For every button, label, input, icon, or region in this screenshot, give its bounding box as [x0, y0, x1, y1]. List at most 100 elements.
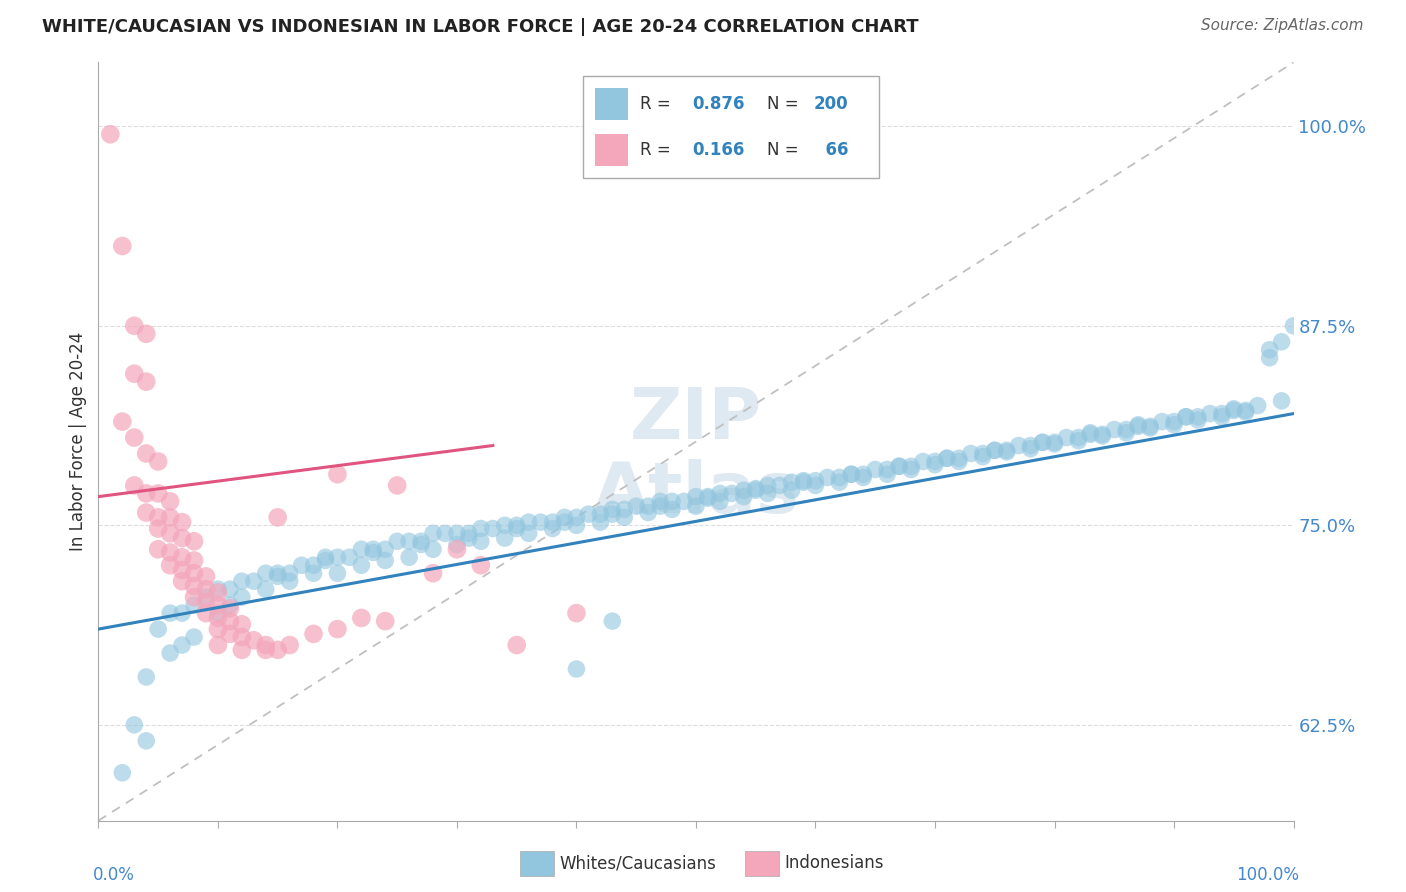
- Point: [446, 542, 468, 557]
- Point: [267, 566, 290, 581]
- Point: [1104, 423, 1126, 437]
- Point: [1223, 401, 1246, 416]
- Point: [936, 451, 959, 466]
- Point: [207, 606, 229, 620]
- Point: [135, 375, 157, 389]
- Point: [148, 454, 170, 468]
- Point: [172, 563, 194, 577]
- Point: [326, 566, 349, 581]
- Point: [924, 454, 946, 468]
- Point: [745, 483, 768, 498]
- Point: [756, 478, 779, 492]
- Point: [626, 499, 648, 513]
- FancyBboxPatch shape: [583, 76, 879, 178]
- Point: [1163, 415, 1185, 429]
- Point: [278, 566, 301, 581]
- Point: [1067, 434, 1090, 448]
- Point: [183, 579, 205, 593]
- Bar: [595, 88, 627, 120]
- Point: [135, 506, 157, 520]
- Point: [148, 542, 170, 557]
- Point: [124, 318, 146, 333]
- Point: [363, 545, 385, 559]
- Point: [135, 734, 157, 748]
- Text: N =: N =: [766, 95, 803, 113]
- Point: [876, 467, 898, 482]
- Point: [1187, 413, 1209, 427]
- Point: [506, 638, 529, 652]
- Point: [530, 515, 553, 529]
- Point: [1043, 437, 1066, 451]
- Point: [302, 627, 325, 641]
- Point: [936, 451, 959, 466]
- Point: [422, 566, 444, 581]
- Point: [517, 515, 540, 529]
- Point: [1019, 442, 1042, 456]
- Point: [506, 522, 529, 536]
- Point: [602, 614, 624, 628]
- Point: [446, 526, 468, 541]
- Point: [1271, 334, 1294, 349]
- Point: [172, 574, 194, 589]
- Text: Source: ZipAtlas.com: Source: ZipAtlas.com: [1201, 18, 1364, 33]
- Point: [1080, 427, 1102, 442]
- Text: WHITE/CAUCASIAN VS INDONESIAN IN LABOR FORCE | AGE 20-24 CORRELATION CHART: WHITE/CAUCASIAN VS INDONESIAN IN LABOR F…: [42, 18, 918, 36]
- Point: [1008, 438, 1031, 452]
- Point: [159, 606, 181, 620]
- Point: [1282, 318, 1305, 333]
- Point: [385, 534, 409, 549]
- Point: [111, 765, 134, 780]
- Point: [111, 415, 134, 429]
- Point: [804, 478, 827, 492]
- Point: [1271, 393, 1294, 408]
- Y-axis label: In Labor Force | Age 20-24: In Labor Force | Age 20-24: [69, 332, 87, 551]
- Point: [207, 611, 229, 625]
- Point: [243, 574, 266, 589]
- Point: [183, 566, 205, 581]
- Point: [637, 499, 659, 513]
- Point: [231, 617, 253, 632]
- Point: [302, 566, 325, 581]
- Text: 200: 200: [814, 95, 848, 113]
- Point: [254, 638, 277, 652]
- Point: [374, 542, 396, 557]
- Point: [135, 446, 157, 460]
- Text: Whites/Caucasians: Whites/Caucasians: [560, 855, 717, 872]
- Point: [124, 431, 146, 445]
- Point: [661, 494, 683, 508]
- Point: [135, 670, 157, 684]
- Point: [733, 483, 755, 498]
- Point: [1115, 423, 1137, 437]
- Point: [148, 522, 170, 536]
- Point: [1056, 431, 1078, 445]
- Point: [183, 590, 205, 604]
- Point: [207, 622, 229, 636]
- Point: [780, 475, 803, 490]
- Point: [709, 486, 731, 500]
- Point: [159, 545, 181, 559]
- Point: [195, 606, 218, 620]
- Point: [326, 550, 349, 565]
- Point: [135, 486, 157, 500]
- Point: [470, 522, 492, 536]
- Point: [278, 638, 301, 652]
- Point: [756, 486, 779, 500]
- Bar: [595, 135, 627, 166]
- Point: [924, 458, 946, 472]
- Point: [565, 518, 588, 533]
- Point: [183, 630, 205, 644]
- Point: [385, 478, 409, 492]
- Point: [207, 598, 229, 612]
- Point: [458, 526, 481, 541]
- Point: [685, 499, 707, 513]
- Point: [302, 558, 325, 573]
- Point: [148, 486, 170, 500]
- Point: [159, 646, 181, 660]
- Point: [972, 446, 994, 460]
- Point: [673, 494, 696, 508]
- Point: [1175, 409, 1198, 424]
- Point: [291, 558, 314, 573]
- Point: [1128, 417, 1150, 432]
- Point: [1163, 417, 1185, 432]
- Point: [172, 531, 194, 545]
